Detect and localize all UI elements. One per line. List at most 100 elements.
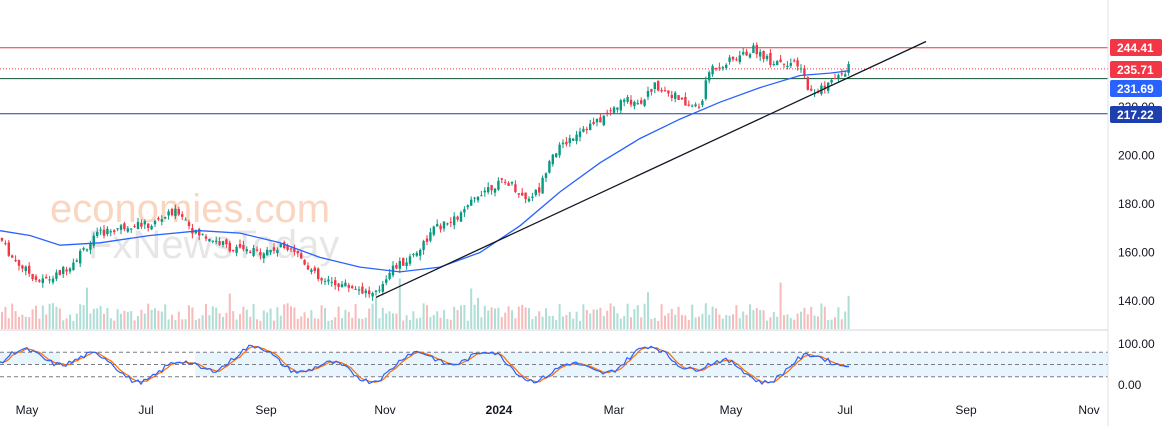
candle-body	[204, 236, 208, 239]
volume-bar	[330, 319, 333, 329]
oscillator-band	[0, 351, 1108, 378]
candle-body	[289, 248, 293, 250]
volume-bar	[286, 303, 289, 329]
candle-body	[510, 181, 514, 184]
candle-body	[609, 110, 612, 112]
volume-bar	[589, 313, 592, 329]
volume-bar	[704, 303, 707, 329]
volume-bar	[150, 309, 153, 329]
candle-body	[385, 279, 388, 283]
candle-body	[616, 107, 619, 110]
volume-bar	[687, 319, 690, 329]
price-tag-bg-2	[1110, 80, 1162, 97]
trendline[interactable]	[375, 40, 927, 298]
candle-body	[558, 144, 561, 156]
candle-body	[473, 197, 476, 199]
candle-body	[521, 192, 524, 196]
candle-body	[517, 193, 520, 195]
candle-body	[140, 222, 143, 227]
time-axis[interactable]: May Jul Sep Nov 2024 Mar May Jul Sep Nov	[16, 403, 1100, 417]
candle-body	[840, 73, 843, 75]
volume-bar	[31, 309, 34, 329]
volume-bar	[834, 317, 836, 329]
candle-body	[728, 57, 731, 62]
candle-body	[500, 178, 503, 180]
candle-body	[211, 240, 214, 242]
candle-body	[844, 74, 847, 77]
volume-bar	[449, 319, 452, 329]
volume-bar	[1, 311, 3, 329]
volume-bar	[456, 310, 459, 329]
candle-body	[113, 230, 116, 233]
volume-bar	[171, 314, 173, 329]
volume-bar	[201, 315, 204, 329]
volume-bar	[779, 282, 782, 329]
volume-bar	[392, 313, 394, 329]
volume-bar	[337, 306, 340, 329]
volume-bar	[769, 317, 772, 329]
candle-body	[708, 72, 711, 81]
candle-body	[782, 63, 786, 65]
candle-body	[99, 229, 102, 231]
volume-bar	[681, 315, 683, 329]
volume-bar	[18, 316, 20, 329]
volume-bar	[82, 305, 85, 329]
candle-body	[184, 219, 187, 221]
candle-body	[11, 255, 14, 258]
candle-body	[463, 209, 466, 213]
candle-body	[228, 242, 231, 252]
candle-body	[497, 180, 500, 190]
candle-body	[623, 99, 626, 102]
price-tag-bg-3	[1110, 106, 1162, 123]
candle-body	[731, 56, 735, 60]
volume-bar	[266, 312, 269, 329]
candle-body	[789, 63, 792, 66]
volume-bar	[38, 318, 41, 329]
candle-body	[14, 259, 17, 262]
candle-body	[527, 198, 531, 202]
volume-bar	[52, 303, 54, 329]
candle-body	[796, 60, 799, 67]
candle-body	[555, 153, 558, 157]
candle-body	[334, 280, 337, 286]
volume-bar	[494, 308, 496, 329]
candle-body	[398, 260, 401, 269]
volume-bar	[827, 320, 830, 329]
volume-bar	[164, 304, 167, 329]
candle-body	[531, 196, 534, 198]
volume-bar	[738, 318, 741, 329]
candle-body	[476, 196, 480, 201]
volume-bar	[123, 310, 126, 329]
price-tag-0: 244.41	[1117, 41, 1154, 55]
candle-body	[293, 248, 296, 252]
volume-bar	[225, 312, 228, 329]
volume-bar	[701, 313, 704, 329]
volume-bar	[317, 318, 320, 329]
candle-body	[674, 92, 677, 99]
candle-body	[245, 249, 248, 252]
volume-bar	[568, 311, 571, 329]
volume-bar	[113, 320, 116, 329]
candle-body	[361, 286, 364, 294]
volume-bar	[194, 319, 197, 329]
oscillator-fill-left	[0, 352, 60, 365]
volume-bar	[531, 319, 534, 329]
volume-bar	[222, 316, 224, 329]
volume-bar	[354, 303, 357, 329]
candle-body	[242, 245, 245, 250]
volume-bar	[521, 304, 524, 329]
volume-bar	[640, 317, 643, 329]
volume-bar	[551, 315, 554, 329]
volume-bar	[837, 307, 840, 329]
volume-bar	[147, 303, 150, 329]
candle-body	[269, 249, 272, 253]
volume-bar	[252, 303, 255, 329]
volume-bar	[558, 304, 561, 329]
candle-body	[793, 60, 796, 62]
x-tick-0: May	[16, 403, 39, 417]
candle-body	[507, 183, 510, 186]
candle-body	[606, 112, 609, 114]
candle-body	[490, 184, 493, 191]
